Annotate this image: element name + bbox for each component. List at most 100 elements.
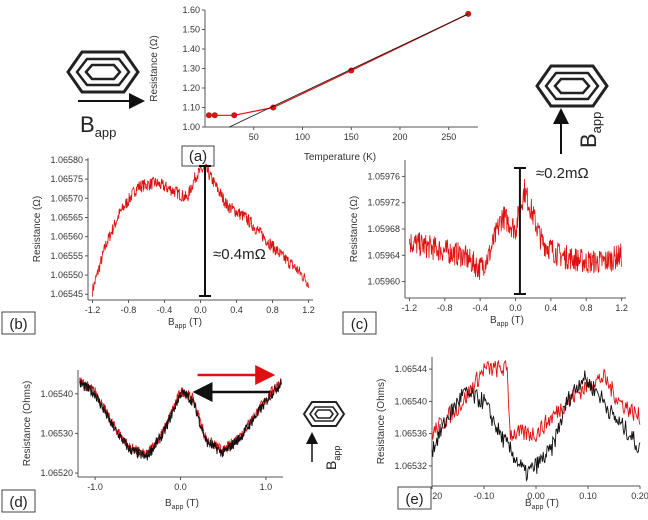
y-tick-label: 1.06560 <box>50 232 83 242</box>
chart-panel-e: 1.06532 1.06536 1.06540 1.06544 -0.20 -0.10 0.… <box>376 357 648 511</box>
y-tick-label: 1.60 <box>182 5 200 15</box>
series-line <box>208 13 469 116</box>
chart-panel-c: 1.05960 1.05964 1.05968 1.05972 1.05976 -1.2 -… <box>342 160 628 335</box>
x-tick-label: 0.10 <box>579 491 597 501</box>
y-axis-label: Resistance (Ω) <box>149 35 160 101</box>
chart-panel-b: 1.06545 1.06550 1.06555 1.06560 1.06565 1.065… <box>1 155 315 335</box>
noisy-series <box>92 162 309 297</box>
panel-label-box <box>181 145 215 167</box>
x-tick-label: 100 <box>295 132 310 142</box>
fit-line <box>229 13 469 128</box>
range-annotation: ≈0.4mΩ <box>213 246 266 263</box>
bapp-label-a-left: Bapp <box>80 112 116 140</box>
y-tick-label: 1.06565 <box>50 212 83 222</box>
panel-label-box <box>342 311 377 335</box>
sweep-series-down <box>79 379 282 461</box>
x-tick-label: -0.20 <box>422 491 443 501</box>
y-tick-label: 1.30 <box>182 64 200 74</box>
y-tick-label: 1.06555 <box>50 251 83 261</box>
x-axis-label: Temperature (K) <box>304 152 376 163</box>
y-axis-label: Resistance (Ω) <box>349 196 360 262</box>
x-axis-label: Bapp (T) <box>168 317 202 330</box>
noisy-series <box>409 178 622 280</box>
y-tick-label: 1.06570 <box>50 193 83 203</box>
x-tick-label: -1.0 <box>87 482 103 492</box>
panel-label: (d) <box>9 494 27 511</box>
data-point <box>270 104 277 111</box>
y-tick-label: 1.00 <box>182 122 200 132</box>
x-tick-label: 1.0 <box>260 482 273 492</box>
y-tick-label: 1.05976 <box>367 171 400 181</box>
x-tick-label: -0.4 <box>157 305 173 315</box>
x-tick-label: 0.8 <box>266 305 279 315</box>
x-tick-label: 150 <box>344 132 359 142</box>
x-axis-label: Bapp (T) <box>490 315 524 328</box>
y-tick-label: 1.05960 <box>367 277 400 287</box>
data-point <box>231 112 238 119</box>
x-tick-label: 0.20 <box>631 491 648 501</box>
x-tick-label: -0.8 <box>121 305 137 315</box>
data-point <box>205 112 212 119</box>
panel-label: (a) <box>189 148 207 165</box>
charts-layer: 1.00 1.10 1.20 1.30 1.40 1.50 1.60 50 100 150 200 2… <box>1 5 648 513</box>
y-axis-label: Resistance (Ohms) <box>376 379 387 465</box>
y-tick-label: 1.06532 <box>394 461 427 471</box>
x-tick-label: 0.0 <box>194 305 207 315</box>
y-tick-label: 1.06536 <box>394 429 427 439</box>
y-tick-label: 1.05964 <box>367 250 400 260</box>
y-tick-label: 1.06580 <box>50 155 83 165</box>
y-axis-label: Resistance (Ω) <box>32 196 43 262</box>
x-axis-label: Bapp (T) <box>525 498 559 511</box>
y-axis-label: Resistance (Ohms) <box>22 381 33 467</box>
y-tick-label: 1.06520 <box>40 468 73 478</box>
chart-panel-d: 1.06520 1.06530 1.06540 -1.0 0.0 1.0 Resistanc… <box>1 365 283 513</box>
x-axis-label: Bapp (T) <box>165 498 199 511</box>
range-annotation: ≈0.2mΩ <box>536 165 589 182</box>
y-tick-label: 1.05972 <box>367 198 400 208</box>
crystal-icon-a-right <box>535 64 609 108</box>
x-tick-label: -1.2 <box>402 303 418 313</box>
x-tick-label: -0.4 <box>472 303 488 313</box>
x-tick-label: -1.2 <box>85 305 101 315</box>
data-point <box>211 112 218 119</box>
panel-label-box <box>397 486 432 510</box>
bapp-label-d: Bapp <box>323 446 342 470</box>
y-tick-label: 1.06530 <box>40 428 73 438</box>
x-tick-label: 1.2 <box>302 305 315 315</box>
y-tick-label: 1.06550 <box>50 270 83 280</box>
x-tick-label: 0.8 <box>580 303 593 313</box>
crystal-icon-d <box>302 401 346 427</box>
x-tick-label: 0.0 <box>509 303 522 313</box>
panel-label: (b) <box>9 316 27 333</box>
crystal-icon-a-left <box>66 50 140 94</box>
x-tick-label: 0.4 <box>545 303 558 313</box>
y-tick-label: 1.06544 <box>394 364 427 374</box>
y-tick-label: 1.06575 <box>50 174 83 184</box>
x-tick-label: 1.2 <box>615 303 628 313</box>
x-tick-label: -0.8 <box>437 303 453 313</box>
panel-label: (e) <box>405 491 423 508</box>
x-tick-label: -0.10 <box>474 491 495 501</box>
bapp-label-a-right: Bapp <box>576 112 604 148</box>
y-tick-label: 1.40 <box>182 44 200 54</box>
y-tick-label: 1.06545 <box>50 289 83 299</box>
chart-panel-a: 1.00 1.10 1.20 1.30 1.40 1.50 1.60 50 100 150 200 2… <box>149 5 478 167</box>
y-tick-label: 1.06540 <box>40 389 73 399</box>
y-tick-label: 1.06540 <box>394 396 427 406</box>
series-line <box>431 370 641 482</box>
series-line <box>431 359 641 443</box>
x-tick-label: 0.0 <box>174 482 187 492</box>
x-tick-label: 50 <box>249 132 259 142</box>
y-tick-label: 1.20 <box>182 83 200 93</box>
panel-label-box <box>1 311 36 335</box>
y-tick-label: 1.50 <box>182 25 200 35</box>
y-tick-label: 1.10 <box>182 103 200 113</box>
x-tick-label: 250 <box>441 132 456 142</box>
x-tick-label: 0.00 <box>527 491 545 501</box>
panel-label: (c) <box>351 316 369 333</box>
panel-label-box <box>1 489 36 513</box>
x-tick-label: 200 <box>392 132 407 142</box>
y-tick-label: 1.05968 <box>367 224 400 234</box>
x-tick-label: 0.4 <box>230 305 243 315</box>
